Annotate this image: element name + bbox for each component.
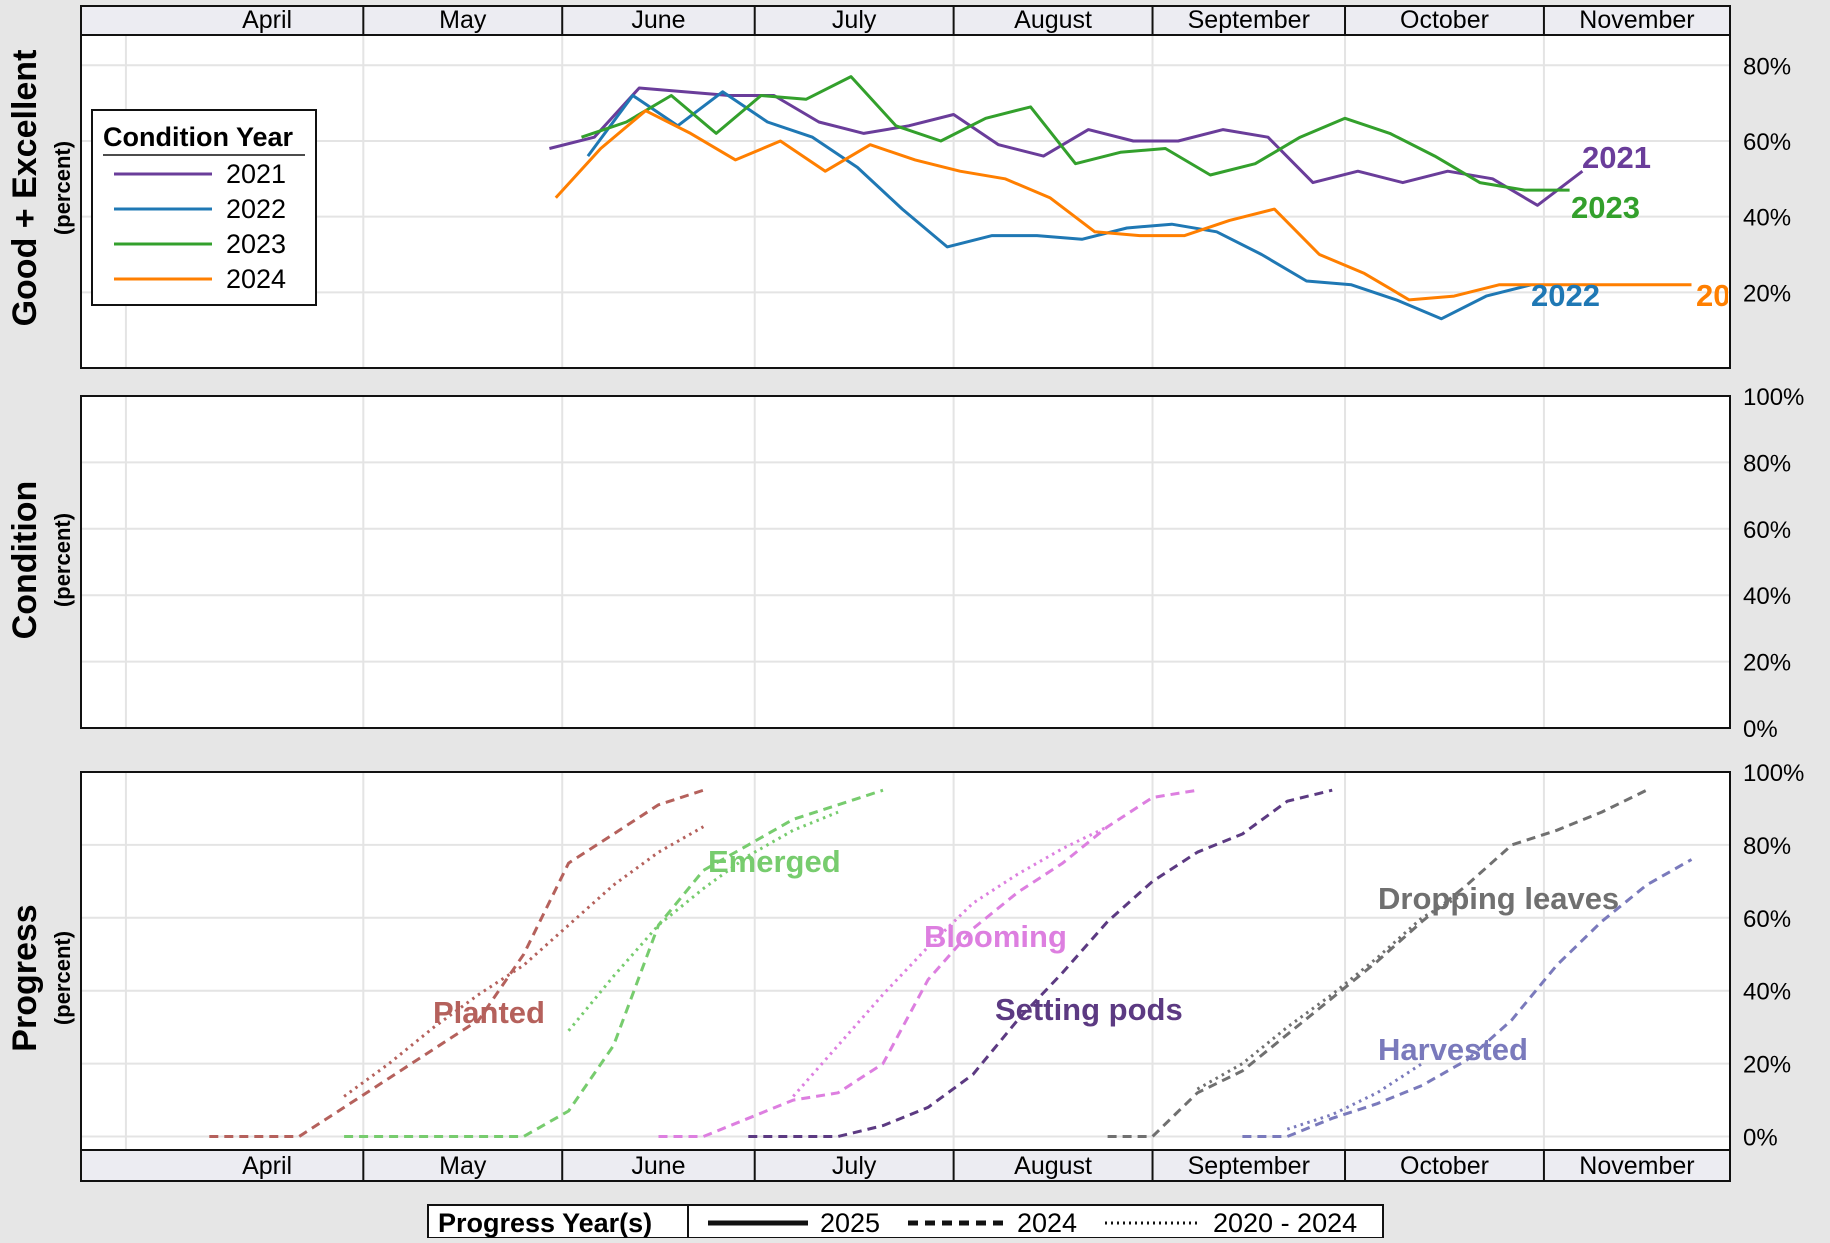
- month-label: June: [631, 1152, 685, 1180]
- month-label: September: [1188, 6, 1310, 34]
- stage-label-harvested: Harvested: [1378, 1032, 1528, 1067]
- series-dropping-leaves-2024-line: [1107, 788, 1648, 1138]
- y-tick-label: 80%: [1743, 53, 1791, 80]
- series-blooming-2020-2024-line: [792, 825, 1109, 1098]
- month-label: October: [1400, 1152, 1489, 1180]
- month-label: November: [1579, 1152, 1694, 1180]
- y-tick-label-layer: 20% 40% 60% 80% 0% 20% 40% 60% 80% 100% 0% 20% 40% 60…: [1743, 53, 1804, 1151]
- stage-label-planted: Planted: [433, 995, 545, 1030]
- y-tick-label: 20%: [1743, 650, 1791, 677]
- y-tick-label: 40%: [1743, 205, 1791, 232]
- series-2023-line: [581, 75, 1570, 192]
- y-axis-sublabel-progress: (percent): [50, 931, 75, 1025]
- month-label: May: [439, 1152, 487, 1180]
- progress-legend-box: [427, 1204, 1384, 1239]
- y-tick-label: 100%: [1743, 384, 1804, 411]
- stage-label-blooming: Blooming: [924, 919, 1067, 954]
- y-axis-subtitle-good-excellent: (percent): [50, 141, 75, 235]
- stage-label-setting-pods: Setting pods: [995, 992, 1183, 1027]
- panel-progress: [80, 771, 1731, 1151]
- series-2022-line: [586, 90, 1532, 321]
- y-axis-sublabel-good-excellent: (percent): [50, 141, 75, 235]
- legend-label-2023: 2023: [226, 229, 286, 259]
- series-blooming-2024-line: [658, 788, 1198, 1138]
- y-tick-label: 0%: [1743, 716, 1778, 743]
- y-tick-label: 100%: [1743, 760, 1804, 787]
- series-harvested-2024-line: [1242, 858, 1693, 1138]
- month-label-layer: April May June July August September October No…: [242, 6, 1695, 1181]
- month-strip-top: [80, 5, 1731, 36]
- month-label: August: [1014, 1152, 1092, 1180]
- progress-legend-title: Progress Year(s): [438, 1208, 652, 1238]
- end-label-2022: 2022: [1531, 278, 1600, 313]
- y-tick-label: 20%: [1743, 280, 1791, 307]
- y-axis-label-progress: Progress: [6, 904, 44, 1051]
- y-tick-label: 40%: [1743, 979, 1791, 1006]
- legend-title: Condition Year: [103, 122, 294, 152]
- progress-legend-label-2024: 2024: [1017, 1208, 1077, 1238]
- end-label-2023: 2023: [1571, 190, 1640, 225]
- series-planted-2024-line: [209, 788, 704, 1138]
- end-label-2024-clip: 2024: [1696, 278, 1766, 313]
- end-label-2024: 2024: [1696, 278, 1766, 313]
- panel-condition: [80, 395, 1731, 729]
- y-tick-label: 20%: [1743, 1052, 1791, 1079]
- series-harvested-2020-2024-line: [1286, 1062, 1423, 1131]
- end-label-2021: 2021: [1582, 140, 1651, 175]
- month-label: May: [439, 6, 487, 34]
- y-tick-label: 0%: [1743, 1125, 1778, 1152]
- month-label: July: [832, 1152, 877, 1180]
- series-planted-2020-2024-line: [343, 825, 705, 1098]
- y-tick-label: 80%: [1743, 450, 1791, 477]
- condition-year-legend: Condition Year 2021 2022 2023 2024: [91, 109, 317, 306]
- y-tick-label: 80%: [1743, 833, 1791, 860]
- y-axis-sublabel-condition: (percent): [50, 513, 75, 607]
- month-label: July: [832, 6, 877, 34]
- legend-label-2021: 2021: [226, 159, 286, 189]
- series-setting-pods-2024-line: [748, 788, 1333, 1138]
- month-label: August: [1014, 6, 1092, 34]
- progress-year-legend: Progress Year(s) 2025 2024 2020 - 2024: [427, 1204, 1384, 1239]
- month-label: June: [631, 6, 685, 34]
- y-tick-label: 60%: [1743, 906, 1791, 933]
- y-axis-label-condition: Condition: [6, 481, 44, 640]
- y-axis-subtitle-condition: (percent): [50, 513, 75, 607]
- month-label: September: [1188, 1152, 1310, 1180]
- series-layer: [209, 75, 1693, 1138]
- month-label: November: [1579, 6, 1694, 34]
- y-axis-title-good-excellent: Good + Excellent: [6, 50, 44, 327]
- progress-legend-label-2025: 2025: [820, 1208, 880, 1238]
- legend-label-2024: 2024: [226, 264, 286, 294]
- y-axis-subtitle-progress: (percent): [50, 931, 75, 1025]
- stage-label-emerged: Emerged: [708, 844, 841, 879]
- series-2024-line: [554, 109, 1692, 302]
- y-tick-label: 60%: [1743, 517, 1791, 544]
- grid-layer: [82, 36, 1729, 1149]
- series-2021-line: [549, 86, 1584, 207]
- series-emerged-2020-2024-line: [567, 810, 839, 1032]
- y-tick-label: 60%: [1743, 129, 1791, 156]
- legend-label-2022: 2022: [226, 194, 286, 224]
- y-axis-title-progress: Progress: [6, 904, 44, 1051]
- panel-good-excellent: [80, 34, 1731, 369]
- month-label: October: [1400, 6, 1489, 34]
- month-label: April: [242, 1152, 292, 1180]
- y-tick-label: 40%: [1743, 583, 1791, 610]
- stage-label-dropping-leaves: Dropping leaves: [1378, 881, 1619, 916]
- month-label: April: [242, 6, 292, 34]
- y-axis-label-good-excellent: Good + Excellent: [6, 50, 44, 327]
- month-strip-bottom: [80, 1149, 1731, 1182]
- progress-legend-label-2020-2024: 2020 - 2024: [1213, 1208, 1357, 1238]
- y-axis-title-condition: Condition: [6, 481, 44, 640]
